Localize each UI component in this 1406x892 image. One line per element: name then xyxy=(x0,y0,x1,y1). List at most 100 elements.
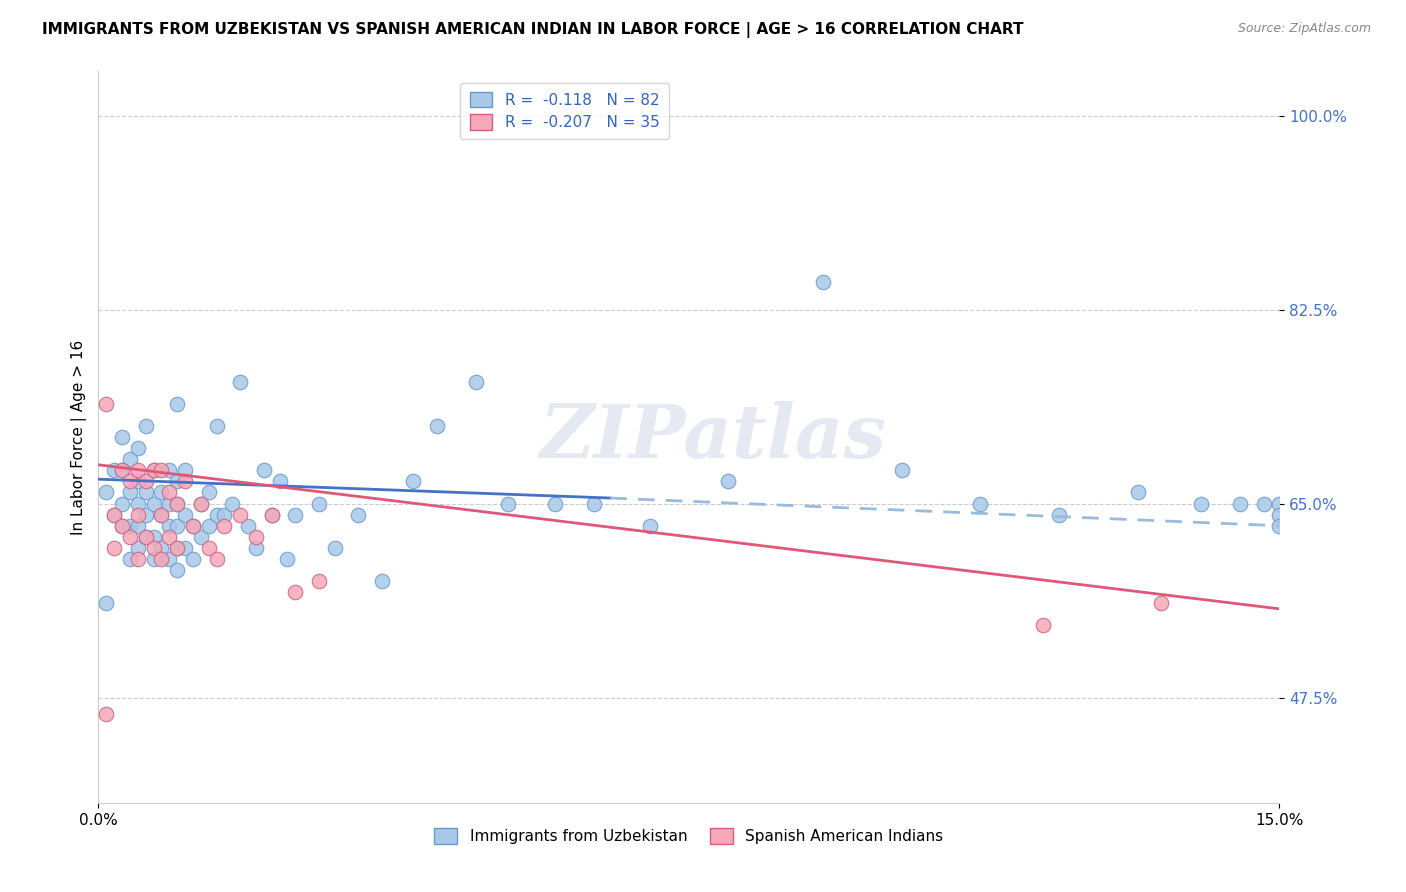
Point xyxy=(127,441,149,455)
Point xyxy=(135,530,157,544)
Point xyxy=(308,497,330,511)
Point xyxy=(142,541,165,555)
Point xyxy=(142,530,165,544)
Point xyxy=(253,463,276,477)
Text: IMMIGRANTS FROM UZBEKISTAN VS SPANISH AMERICAN INDIAN IN LABOR FORCE | AGE > 16 : IMMIGRANTS FROM UZBEKISTAN VS SPANISH AM… xyxy=(42,22,1024,38)
Point xyxy=(1268,518,1291,533)
Point xyxy=(229,508,252,522)
Point xyxy=(190,497,212,511)
Point xyxy=(245,530,267,544)
Point xyxy=(323,541,346,555)
Point xyxy=(190,530,212,544)
Point xyxy=(166,541,188,555)
Point xyxy=(96,596,118,610)
Point xyxy=(1032,618,1054,632)
Point xyxy=(166,475,188,489)
Point xyxy=(157,552,180,566)
Legend: Immigrants from Uzbekistan, Spanish American Indians: Immigrants from Uzbekistan, Spanish Amer… xyxy=(429,822,949,850)
Point xyxy=(197,541,219,555)
Point xyxy=(1229,497,1251,511)
Point xyxy=(1189,497,1212,511)
Point xyxy=(135,485,157,500)
Point xyxy=(157,530,180,544)
Point xyxy=(269,475,291,489)
Point xyxy=(371,574,394,589)
Point xyxy=(111,518,134,533)
Point xyxy=(142,463,165,477)
Point xyxy=(811,275,834,289)
Y-axis label: In Labor Force | Age > 16: In Labor Force | Age > 16 xyxy=(72,340,87,534)
Point xyxy=(150,541,173,555)
Point xyxy=(197,518,219,533)
Point xyxy=(135,530,157,544)
Point xyxy=(174,475,197,489)
Point xyxy=(118,552,141,566)
Point xyxy=(969,497,991,511)
Point xyxy=(205,552,228,566)
Point xyxy=(229,375,252,389)
Point xyxy=(150,485,173,500)
Point xyxy=(142,497,165,511)
Point xyxy=(221,497,243,511)
Point xyxy=(103,541,125,555)
Point xyxy=(205,508,228,522)
Point xyxy=(157,463,180,477)
Point xyxy=(111,463,134,477)
Point xyxy=(260,508,283,522)
Point xyxy=(308,574,330,589)
Text: ZIPatlas: ZIPatlas xyxy=(538,401,886,474)
Point xyxy=(245,541,267,555)
Point xyxy=(157,497,180,511)
Point xyxy=(638,518,661,533)
Point xyxy=(166,518,188,533)
Point xyxy=(426,419,449,434)
Point xyxy=(1253,497,1275,511)
Point xyxy=(111,518,134,533)
Point xyxy=(150,552,173,566)
Point xyxy=(111,430,134,444)
Point xyxy=(150,463,173,477)
Point xyxy=(181,552,204,566)
Point xyxy=(166,497,188,511)
Point xyxy=(284,508,307,522)
Point xyxy=(103,508,125,522)
Point xyxy=(1150,596,1173,610)
Point xyxy=(496,497,519,511)
Point xyxy=(118,530,141,544)
Point xyxy=(166,497,188,511)
Point xyxy=(118,485,141,500)
Point xyxy=(135,508,157,522)
Point xyxy=(181,518,204,533)
Point xyxy=(347,508,370,522)
Point xyxy=(111,463,134,477)
Point xyxy=(135,475,157,489)
Point xyxy=(276,552,298,566)
Point xyxy=(236,518,259,533)
Point xyxy=(127,463,149,477)
Point xyxy=(174,463,197,477)
Point xyxy=(214,508,236,522)
Point xyxy=(118,475,141,489)
Point xyxy=(181,518,204,533)
Point xyxy=(127,497,149,511)
Point xyxy=(1126,485,1149,500)
Point xyxy=(197,485,219,500)
Point xyxy=(284,585,307,599)
Text: Source: ZipAtlas.com: Source: ZipAtlas.com xyxy=(1237,22,1371,36)
Point xyxy=(157,518,180,533)
Point xyxy=(544,497,567,511)
Point xyxy=(260,508,283,522)
Point xyxy=(205,419,228,434)
Point xyxy=(174,541,197,555)
Point xyxy=(157,485,180,500)
Point xyxy=(214,518,236,533)
Point xyxy=(190,497,212,511)
Point xyxy=(96,707,118,722)
Point xyxy=(166,397,188,411)
Point xyxy=(717,475,740,489)
Point xyxy=(465,375,488,389)
Point xyxy=(142,463,165,477)
Point xyxy=(111,497,134,511)
Point xyxy=(127,552,149,566)
Point xyxy=(127,541,149,555)
